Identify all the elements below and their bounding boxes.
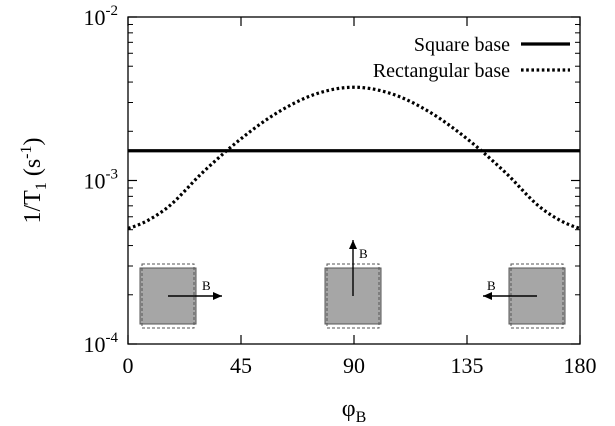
- inset-phi-90: B: [324, 240, 382, 329]
- y-tick-label-exp: -3: [106, 167, 119, 183]
- x-axis-title-sub: B: [356, 409, 367, 426]
- y-tick-label: 10-4: [84, 330, 119, 357]
- y-axis-title: 1/T1 (s-1): [18, 138, 50, 224]
- x-axis-title: φB: [342, 396, 367, 426]
- x-tick-label: 180: [564, 353, 597, 378]
- y-axis-title-mid: (s: [20, 159, 46, 182]
- x-tick-label: 45: [230, 353, 252, 378]
- inset-layer: B B B: [139, 240, 566, 329]
- y-tick-label: 10-2: [84, 3, 119, 30]
- field-arrow-icon: [213, 292, 222, 300]
- legend: Square base Rectangular base: [373, 34, 570, 82]
- inset-phi-0: B: [139, 263, 222, 329]
- y-tick-label-base: 10: [84, 5, 106, 30]
- legend-label: Rectangular base: [373, 60, 510, 82]
- inset-phi-180: B: [483, 263, 566, 329]
- y-tick-label-exp: -2: [106, 3, 119, 19]
- series-line-rectangular-base: [127, 85, 581, 230]
- y-tick-label-exp: -4: [106, 330, 119, 346]
- y-axis-title-sub: 1: [33, 182, 50, 190]
- y-axis-title-suffix: ): [20, 138, 46, 146]
- y-axis-title-prefix: 1/T: [20, 190, 46, 224]
- y-tick-label-base: 10: [84, 169, 106, 194]
- y-tick-label: 10-3: [84, 167, 119, 194]
- x-tick-label: 135: [451, 353, 484, 378]
- series-layer: [127, 85, 581, 230]
- legend-label: Square base: [414, 34, 510, 56]
- x-tick-label: 90: [343, 353, 365, 378]
- field-label: B: [487, 278, 496, 293]
- y-tick-label-base: 10: [84, 332, 106, 357]
- inset-dashed-overlay: [141, 263, 195, 329]
- field-arrow-icon: [349, 240, 357, 249]
- y-axis-title-sup: -1: [18, 146, 35, 159]
- x-tick-label: 0: [123, 353, 134, 378]
- x-axis-title-base: φ: [342, 396, 356, 422]
- field-label: B: [202, 278, 211, 293]
- field-arrow-icon: [483, 292, 492, 300]
- field-label: B: [359, 246, 368, 261]
